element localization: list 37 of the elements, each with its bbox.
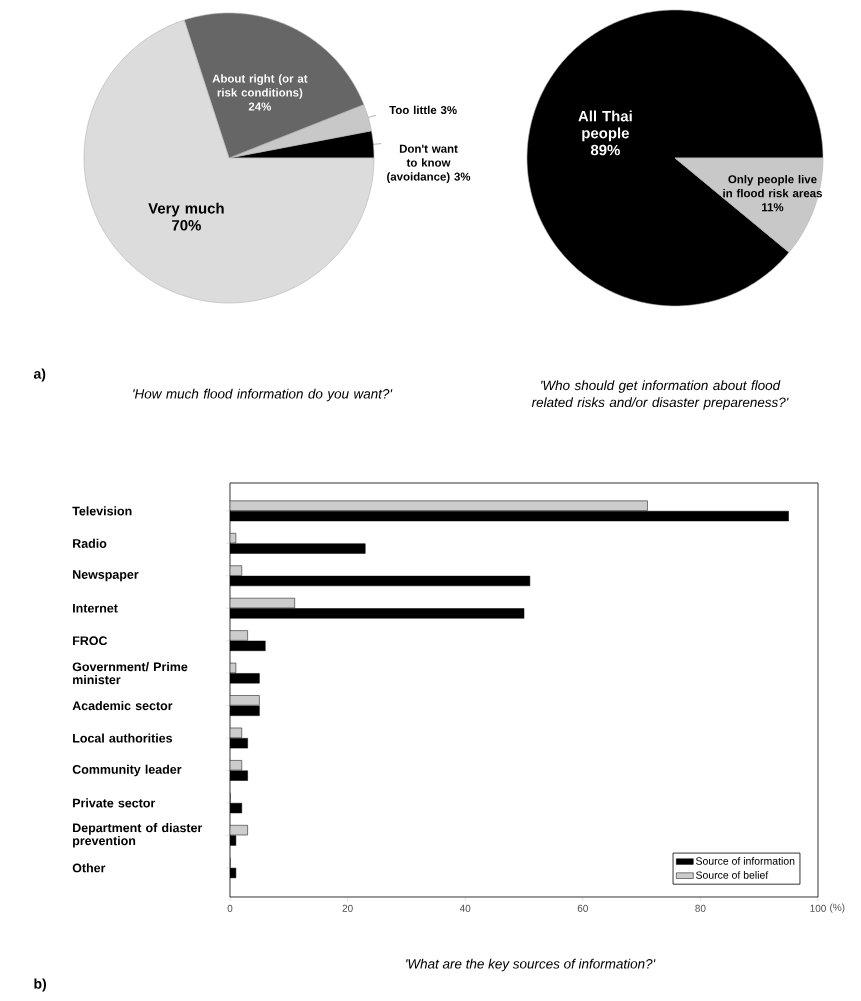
y-tick-label: Other [72,863,106,873]
y-tick-label: Newspaper [73,570,139,582]
text: 'How much flood information do you want?' [133,388,393,402]
x-tick-label: 40 [459,904,471,912]
x-axis-title: (%) [830,903,845,913]
text: 'Who should get information about flood related risks and/or disaster prepareness?' [531,380,789,410]
x-tick-label: 20 [342,904,353,912]
text: b) [34,978,46,992]
y-tick-label: Local authorities [73,733,173,743]
data-label: 70% [172,220,201,231]
y-tick-label: Television [72,506,132,516]
y-tick-label: Radio [73,538,107,548]
slice-label: About right (or at risk conditions) [212,74,308,99]
x-tick-label: 0 [227,904,233,912]
slice-label: All Thai people [578,110,632,142]
slice-label: Only people live in flood risk areas [723,174,822,198]
slice-label: Very much [148,202,224,217]
y-tick-label: Internet [73,603,118,613]
legend-label: Source of information [696,857,795,865]
data-label: 3% [440,105,457,115]
x-tick-label: 60 [577,904,588,912]
y-tick-label: FROC [73,636,108,646]
text: 'What are the key sources of information?' [406,958,656,972]
data-label: 24% [248,102,272,111]
y-tick-label: Department of diaster prevention [73,823,203,848]
text: a) [33,368,46,382]
bar [230,500,648,511]
data-label: 89% [590,144,620,156]
slice-label: Too little [389,105,437,115]
legend-label: Source of belief [696,871,769,879]
data-label: 11% [762,203,784,212]
y-tick-label: Academic sector [72,700,173,711]
y-tick-label: Private sector [73,798,156,808]
y-tick-label: Community leader [72,764,182,777]
y-tick-label: Government/ Prime minister [72,662,188,685]
x-tick-label: 100 [810,904,826,912]
x-tick-label: 80 [695,904,706,912]
